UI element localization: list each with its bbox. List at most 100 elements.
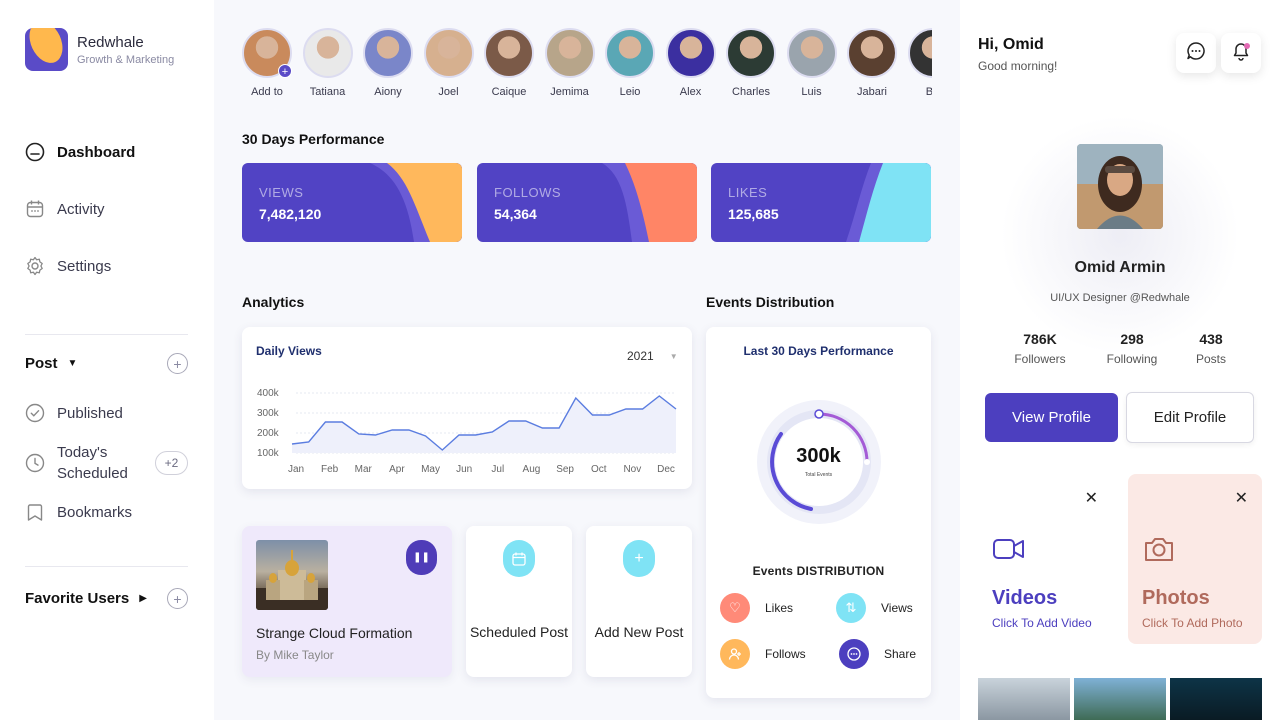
legend-label: Views (881, 601, 913, 615)
brand-name: Redwhale (77, 33, 144, 51)
scheduled-post-card[interactable]: Scheduled Post (466, 526, 572, 677)
post-item-published[interactable]: Published (25, 403, 123, 423)
bookmark-icon (25, 502, 45, 522)
story-name: Add to (251, 86, 283, 98)
year-select[interactable]: 2021 ▼ (627, 349, 678, 363)
gallery-thumbnail[interactable] (978, 678, 1070, 720)
stat-card-views[interactable]: VIEWS 7,482,120 (242, 163, 462, 242)
story-item[interactable]: Tatiana (302, 28, 353, 98)
legend-follows: Follows (720, 639, 806, 669)
performance-title: 30 Days Performance (242, 131, 385, 147)
nav-settings[interactable]: Settings (25, 256, 111, 276)
story-avatar (847, 28, 897, 78)
photos-subtitle: Click To Add Photo (1142, 616, 1243, 630)
series-line (291, 395, 677, 451)
story-add[interactable]: + Add to (242, 28, 292, 98)
add-photo-tile[interactable]: ✕ Photos Click To Add Photo (1128, 474, 1262, 644)
story-name: Charles (732, 86, 770, 98)
profile-stat-posts: 438 Posts (1188, 331, 1234, 366)
plus-icon: + (278, 64, 292, 78)
favorite-users-title: Favorite Users (25, 590, 130, 607)
videos-title: Videos (992, 587, 1058, 609)
story-avatar (363, 28, 413, 78)
brand-tagline: Growth & Marketing (77, 53, 175, 66)
story-name: Jabari (857, 86, 887, 98)
story-item[interactable]: Caique (484, 28, 534, 98)
caret-right-icon: ▶ (139, 593, 147, 604)
gallery-thumbnail[interactable] (1170, 678, 1262, 720)
brand[interactable]: Redwhale Growth & Marketing (25, 28, 174, 71)
story-name: Luis (801, 86, 822, 98)
x-tick-label: Oct (591, 464, 607, 475)
post-item-label: Published (57, 404, 123, 422)
x-tick-label: Mar (355, 464, 373, 475)
stat-value: 125,685 (728, 206, 779, 222)
pause-button[interactable]: ❚❚ (406, 540, 437, 575)
greeting: Hi, Omid (978, 36, 1044, 53)
post-item-bookmarks[interactable]: Bookmarks (25, 502, 132, 522)
video-camera-icon (992, 534, 1026, 569)
story-avatar: + (242, 28, 292, 78)
profile-avatar[interactable] (1077, 144, 1163, 229)
favorite-users-toggle[interactable]: Favorite Users ▶ (25, 590, 147, 607)
post-item-label: Today's Scheduled (57, 444, 128, 482)
year-select-value: 2021 (627, 349, 654, 363)
messages-button[interactable] (1176, 33, 1216, 73)
post-card[interactable]: ❚❚ Strange Cloud Formation By Mike Taylo… (242, 526, 452, 677)
story-avatar (302, 28, 353, 78)
stat-card-follows[interactable]: FOLLOWS 54,364 (477, 163, 697, 242)
photos-title: Photos (1142, 587, 1210, 609)
add-video-tile[interactable]: ✕ Videos Click To Add Video (978, 474, 1112, 644)
story-item[interactable]: Luis (786, 28, 837, 98)
calendar-icon (503, 540, 535, 577)
gallery-thumbnail[interactable] (1074, 678, 1166, 720)
add-post-button[interactable]: + (167, 353, 188, 374)
events-total-label: Total Events (804, 472, 833, 478)
add-favorite-button[interactable]: + (167, 588, 188, 609)
add-new-post-card[interactable]: + Add New Post (586, 526, 692, 677)
edit-profile-button[interactable]: Edit Profile (1126, 392, 1254, 443)
stat-value: 54,364 (494, 206, 537, 222)
add-new-post-label: Add New Post (594, 624, 684, 640)
stat-label: FOLLOWS (494, 185, 562, 200)
x-tick-label: Jan (288, 464, 304, 475)
story-item[interactable]: Be (907, 28, 932, 98)
story-name: Alex (679, 86, 702, 98)
post-author: By Mike Taylor (256, 648, 334, 662)
sidebar: Redwhale Growth & Marketing Dashboard Ac… (0, 0, 214, 720)
plus-icon: + (623, 540, 655, 577)
story-item[interactable]: Aiony (363, 28, 413, 98)
stat-value: 786K (1023, 331, 1057, 347)
story-item[interactable]: Jemima (544, 28, 595, 98)
stat-card-likes[interactable]: LIKES 125,685 (711, 163, 931, 242)
post-section-toggle[interactable]: Post ▼ (25, 355, 77, 372)
calendar-icon (25, 199, 45, 219)
legend-likes: ♡ Likes (720, 593, 793, 623)
x-tick-label: Apr (389, 464, 405, 475)
check-circle-icon (25, 403, 45, 423)
legend-label: Likes (765, 601, 794, 615)
story-item[interactable]: Leio (605, 28, 655, 98)
post-item-scheduled[interactable]: Today's Scheduled (25, 442, 137, 484)
x-tick-label: May (421, 464, 440, 475)
story-item[interactable]: Joel (423, 28, 474, 98)
story-item[interactable]: Alex (665, 28, 716, 98)
view-profile-button[interactable]: View Profile (985, 393, 1118, 442)
story-item[interactable]: Charles (726, 28, 776, 98)
x-tick-label: Aug (523, 464, 541, 475)
close-icon[interactable]: ✕ (1084, 490, 1098, 507)
stat-value: 438 (1199, 331, 1223, 347)
nav-dashboard[interactable]: Dashboard (25, 142, 135, 162)
notifications-button[interactable] (1221, 33, 1261, 73)
daily-views-chart: 400k 300k 200k 100k Jan Feb Mar Apr May Jun Jul Aug… (257, 388, 677, 475)
x-tick-label: Jun (456, 464, 472, 475)
events-card: Last 30 Days Performance 300k Total Even… (706, 327, 931, 698)
nav-activity[interactable]: Activity (25, 199, 105, 219)
close-icon[interactable]: ✕ (1234, 490, 1248, 507)
story-name: Caique (491, 86, 527, 98)
x-tick-label: Feb (321, 464, 339, 475)
story-item[interactable]: Jabari (847, 28, 897, 98)
stat-label: Followers (1014, 352, 1066, 366)
story-avatar (423, 28, 474, 78)
story-name: Aiony (374, 86, 402, 98)
